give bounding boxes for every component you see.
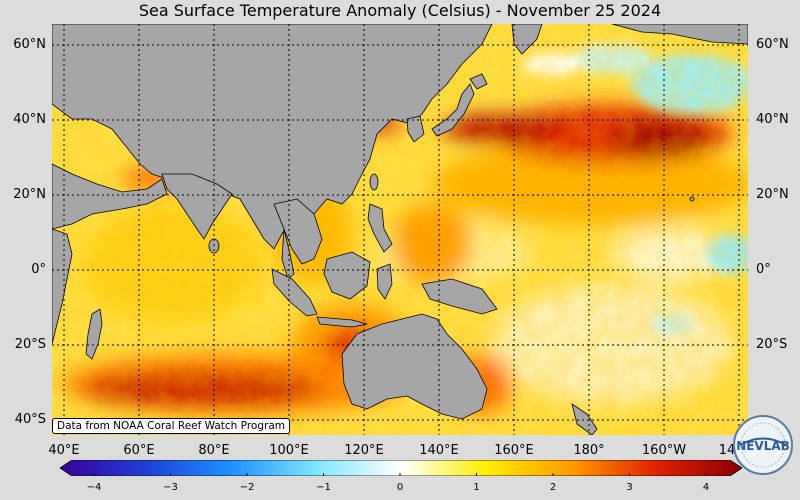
lon-label-140e: 140°E bbox=[419, 443, 459, 458]
colorbar bbox=[60, 460, 742, 476]
colorbar-tick-label: 1 bbox=[473, 482, 480, 493]
lat-label-60n-right: 60°N bbox=[756, 37, 789, 52]
colorbar-tick-label: 4 bbox=[702, 482, 710, 493]
lat-label-40n-left: 40°N bbox=[13, 112, 46, 127]
sulawesi bbox=[376, 263, 393, 300]
japan bbox=[431, 83, 475, 137]
sst-anomaly-map bbox=[52, 24, 748, 435]
colorbar-tick-label: −1 bbox=[316, 482, 331, 493]
graticule bbox=[52, 24, 748, 435]
colorbar-bar bbox=[60, 460, 742, 476]
lon-label-40e: 40°E bbox=[48, 443, 80, 458]
lon-label-120e: 120°E bbox=[344, 443, 384, 458]
land bbox=[52, 24, 748, 435]
lat-label-20n-left: 20°N bbox=[13, 187, 46, 202]
colorbar-tick-label: −4 bbox=[86, 482, 102, 493]
australia bbox=[341, 313, 488, 420]
arabia bbox=[52, 163, 168, 230]
map-canvas bbox=[52, 24, 748, 435]
lat-label-20n-right: 20°N bbox=[756, 187, 789, 202]
philippines bbox=[367, 203, 393, 253]
korea bbox=[406, 115, 425, 143]
new-zealand bbox=[571, 403, 598, 435]
data-credit: Data from NOAA Coral Reef Watch Program bbox=[52, 418, 290, 434]
lon-label-60e: 60°E bbox=[123, 443, 155, 458]
indochina bbox=[273, 198, 323, 265]
borneo bbox=[323, 251, 371, 300]
lat-label-40n-right: 40°N bbox=[756, 112, 789, 127]
lon-label-160w: 160°W bbox=[641, 443, 687, 458]
madagascar bbox=[85, 308, 103, 360]
sumatra bbox=[271, 268, 318, 317]
new-guinea bbox=[421, 278, 498, 315]
map-title: Sea Surface Temperature Anomaly (Celsius… bbox=[138, 1, 662, 20]
lat-label-60n-left: 60°N bbox=[13, 37, 46, 52]
alaska bbox=[611, 24, 748, 45]
colorbar-tick-label: 0 bbox=[396, 482, 404, 493]
colorbar-tick-label: −2 bbox=[239, 482, 255, 493]
colorbar-tick-label: 3 bbox=[626, 482, 633, 493]
lon-label-80e: 80°E bbox=[198, 443, 230, 458]
lon-label-160e: 160°E bbox=[494, 443, 534, 458]
africa bbox=[52, 228, 73, 345]
lat-label-20s-left: 20°S bbox=[14, 337, 46, 352]
java bbox=[316, 316, 368, 328]
lat-label-20s-right: 20°S bbox=[756, 337, 788, 352]
hokkaido bbox=[469, 73, 488, 90]
colorbar-tick-label: −3 bbox=[163, 482, 178, 493]
lon-label-100e: 100°E bbox=[269, 443, 309, 458]
colorbar-ticks bbox=[93, 473, 707, 476]
colorbar-tick-label: 2 bbox=[549, 482, 557, 493]
nevlab-logo: NEVLAB bbox=[733, 415, 793, 475]
lon-label-180: 180° bbox=[573, 443, 605, 458]
lon-label-140w: 14 bbox=[718, 443, 736, 458]
lat-label-0-right: 0° bbox=[756, 262, 771, 277]
hawaii bbox=[689, 196, 695, 202]
lat-label-0-left: 0° bbox=[31, 262, 46, 277]
logo-text: NEVLAB bbox=[736, 439, 790, 453]
lat-label-40s-left: 40°S bbox=[14, 412, 46, 427]
taiwan bbox=[369, 173, 379, 191]
